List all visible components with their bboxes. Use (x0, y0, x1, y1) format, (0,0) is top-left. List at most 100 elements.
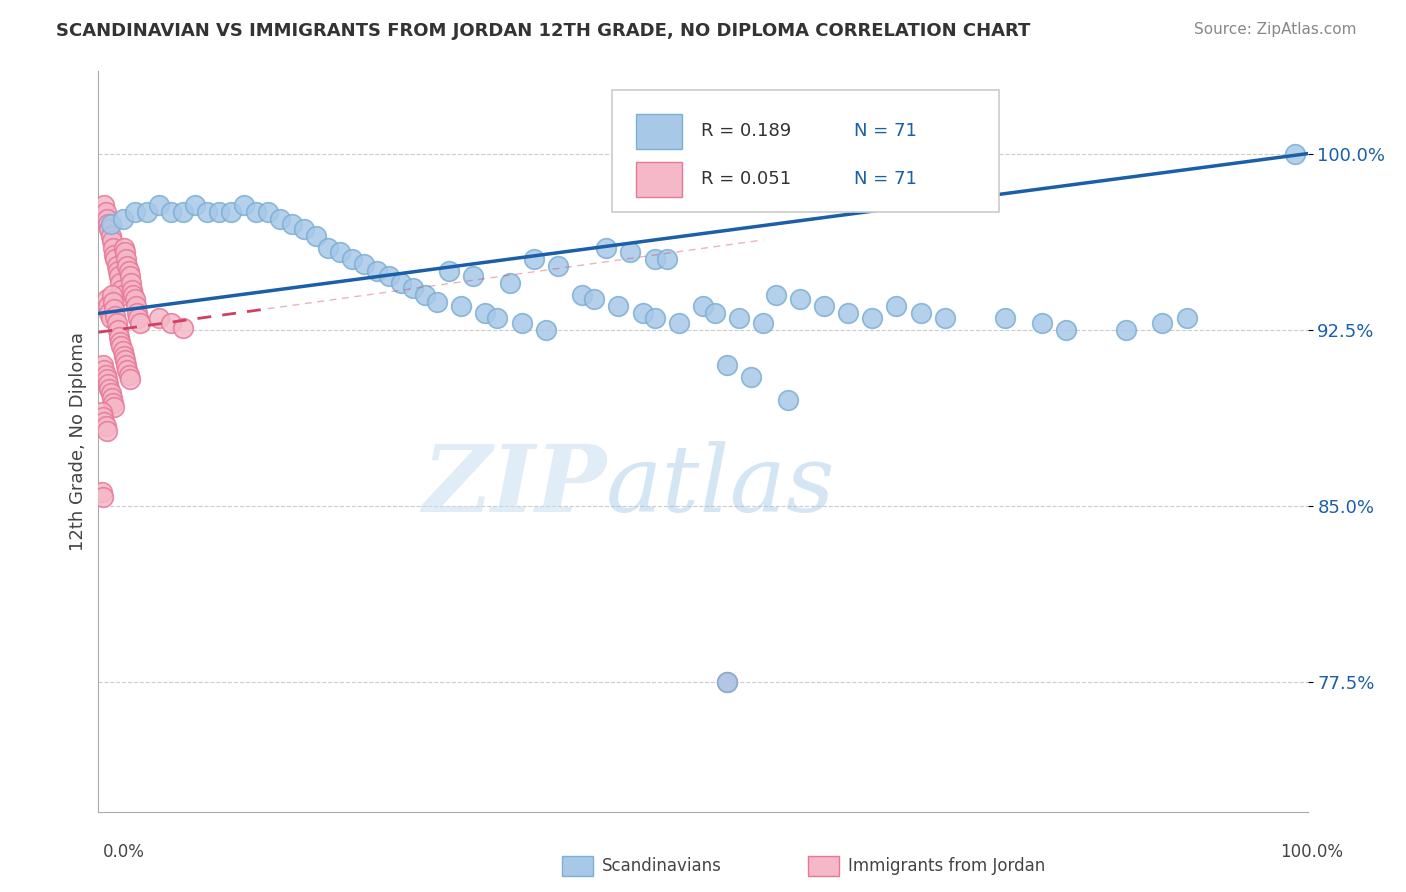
Point (195, 205, 218, 219)
Point (110, 283, 132, 297)
Point (644, 252, 666, 267)
Point (94, 205, 117, 219)
Point (523, 252, 546, 267)
Point (114, 353, 136, 368)
Point (108, 268, 131, 283)
Point (96, 372, 118, 386)
Point (595, 241, 617, 255)
Point (765, 287, 787, 301)
Point (619, 245, 641, 260)
FancyBboxPatch shape (613, 90, 1000, 212)
Point (107, 323, 129, 337)
Point (534, 323, 557, 337)
Bar (637, 161, 682, 197)
Text: 100.0%: 100.0% (1279, 843, 1343, 861)
Point (105, 260, 128, 274)
Point (91, 405, 114, 419)
Point (172, 320, 194, 334)
Point (91, 485, 114, 500)
Point (498, 276, 520, 290)
Text: N = 71: N = 71 (855, 169, 917, 187)
Point (402, 280, 425, 294)
Point (221, 205, 243, 219)
Point (100, 386, 122, 401)
Point (101, 294, 124, 309)
Point (208, 205, 231, 219)
Point (184, 198, 207, 212)
Point (96, 424, 118, 438)
Point (172, 205, 194, 219)
Point (413, 287, 436, 301)
Point (655, 252, 678, 267)
Point (1054, 323, 1077, 337)
Point (1031, 316, 1053, 330)
Bar (637, 113, 682, 149)
Point (910, 306, 932, 320)
Point (752, 316, 775, 330)
Point (366, 264, 388, 278)
Point (100, 217, 122, 231)
Point (98, 382, 121, 396)
Point (105, 316, 128, 330)
Point (93, 363, 115, 377)
Point (644, 311, 666, 326)
Point (1152, 316, 1174, 330)
Point (389, 276, 412, 290)
Point (474, 306, 496, 320)
Point (94, 368, 117, 382)
Point (1115, 323, 1137, 337)
Point (281, 217, 304, 231)
Point (104, 309, 127, 323)
Point (97, 299, 120, 313)
Point (91, 409, 114, 424)
Point (128, 316, 150, 330)
Point (813, 299, 835, 313)
Point (115, 252, 138, 267)
Point (117, 363, 139, 377)
Point (316, 241, 339, 255)
Point (148, 198, 170, 212)
Point (860, 311, 883, 326)
Point (91, 358, 114, 372)
Point (93, 415, 115, 429)
Point (232, 198, 254, 212)
Point (111, 287, 134, 301)
Point (103, 248, 125, 262)
Point (1175, 311, 1198, 326)
Point (994, 311, 1017, 326)
Point (437, 264, 460, 278)
Point (463, 268, 485, 283)
Point (450, 299, 472, 313)
Point (124, 293, 146, 307)
Point (112, 241, 135, 255)
Point (111, 212, 134, 227)
Point (117, 260, 139, 274)
Point (776, 393, 799, 408)
Point (122, 287, 145, 301)
Point (112, 349, 135, 363)
Point (631, 306, 654, 320)
Point (100, 391, 122, 405)
Point (716, 675, 738, 690)
Point (118, 264, 141, 278)
Text: R = 0.051: R = 0.051 (700, 169, 790, 187)
Point (245, 205, 267, 219)
Point (111, 344, 134, 359)
Point (607, 299, 630, 313)
Point (510, 316, 533, 330)
Y-axis label: 12th Grade, No Diploma: 12th Grade, No Diploma (69, 332, 87, 551)
Point (100, 234, 122, 248)
Point (692, 299, 714, 313)
Text: Source: ZipAtlas.com: Source: ZipAtlas.com (1194, 22, 1357, 37)
Text: 0.0%: 0.0% (103, 843, 145, 861)
Point (486, 311, 509, 326)
Point (118, 372, 141, 386)
Point (886, 299, 908, 313)
Point (103, 301, 125, 316)
Point (118, 368, 141, 382)
Point (118, 268, 141, 283)
Point (704, 306, 727, 320)
Point (104, 252, 127, 267)
Point (426, 294, 449, 309)
Text: atlas: atlas (606, 441, 835, 531)
